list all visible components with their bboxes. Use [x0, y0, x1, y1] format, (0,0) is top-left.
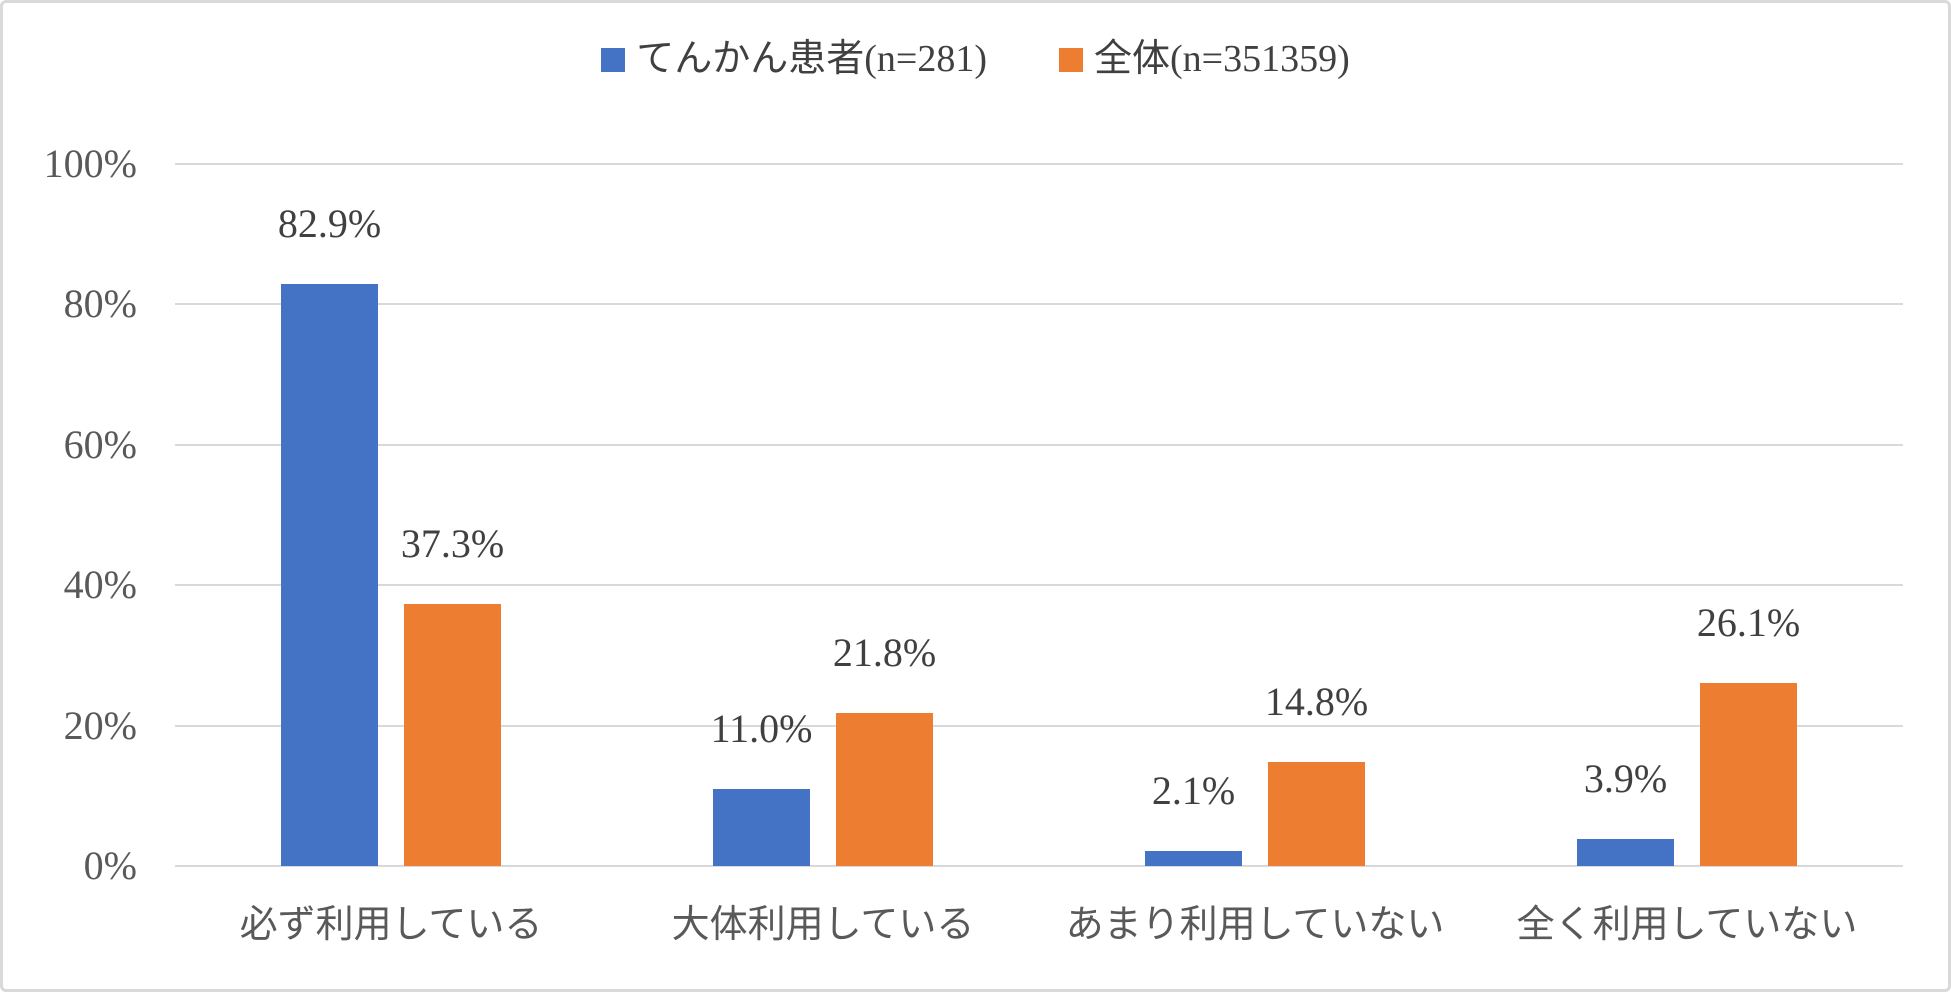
- grid-line: [175, 303, 1903, 306]
- legend-swatch-orange-icon: [1059, 47, 1083, 72]
- bar-s0-c2: [1145, 851, 1242, 866]
- y-axis-tick-label: 20%: [63, 702, 137, 748]
- y-axis-tick-label: 60%: [63, 421, 137, 467]
- bar-s1-c0: [404, 604, 501, 866]
- x-axis-category-label: 大体利用している: [671, 904, 975, 946]
- bar-s1-c3: [1700, 682, 1797, 866]
- plot-area: 100% 80% 60% 40% 20% 0% 82.9% 37.3% 必ず利用している 11.0…: [44, 141, 1903, 946]
- chart-legend: てんかん患者(n=281) 全体(n=351359): [3, 38, 1948, 81]
- y-axis-tick-label: 40%: [63, 562, 137, 608]
- bar-s0-c0: [281, 284, 378, 866]
- bar-value-label: 21.8%: [832, 629, 937, 675]
- bar-value-label: 11.0%: [710, 705, 813, 751]
- bar-value-label: 37.3%: [400, 521, 505, 567]
- x-axis-category-label: 必ず利用している: [239, 904, 543, 946]
- legend-label-epilepsy-patients: てんかん患者(n=281): [636, 38, 987, 80]
- legend-item-overall: 全体(n=351359): [1059, 38, 1350, 81]
- bar-s0-c3: [1577, 838, 1674, 866]
- y-axis-tick-label: 80%: [63, 281, 137, 327]
- grid-line: [175, 443, 1903, 446]
- grid-line: [175, 584, 1903, 587]
- bar-value-label: 3.9%: [1583, 755, 1668, 801]
- y-axis-tick-label: 0%: [83, 843, 137, 888]
- bar-s0-c1: [713, 788, 810, 866]
- bar-value-label: 26.1%: [1696, 599, 1801, 645]
- bar-value-label: 14.8%: [1264, 679, 1369, 725]
- legend-swatch-blue-icon: [601, 47, 626, 72]
- bar-value-label: 82.9%: [277, 201, 382, 247]
- legend-item-epilepsy-patients: てんかん患者(n=281): [601, 38, 987, 81]
- y-axis-tick-label: 100%: [43, 141, 137, 186]
- legend-label-overall: 全体(n=351359): [1094, 38, 1350, 80]
- x-axis-category-label: 全く利用していない: [1516, 904, 1858, 946]
- bar-s1-c2: [1268, 762, 1365, 866]
- grid-line: [175, 163, 1903, 165]
- grid-line: [175, 865, 1903, 867]
- x-axis-category-label: あまり利用していない: [1065, 904, 1445, 946]
- bar-s1-c1: [836, 712, 933, 866]
- grid-line: [175, 724, 1903, 727]
- bar-value-label: 2.1%: [1151, 768, 1236, 814]
